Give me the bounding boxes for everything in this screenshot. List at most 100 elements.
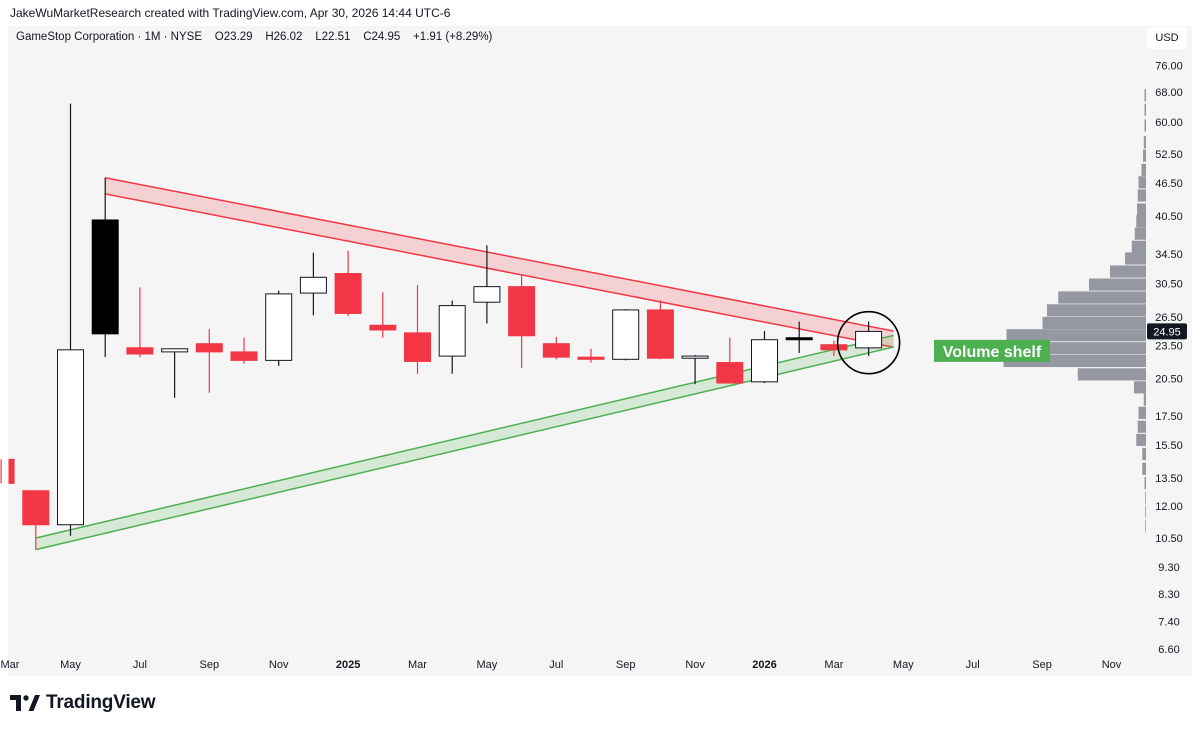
price-tick-label: 8.30 — [1158, 589, 1179, 601]
price-axis: 76.00 68.00 60.00 52.50 46.50 40.50 34.50 30.50… — [1147, 61, 1187, 656]
volume-profile-bar-23 — [1143, 393, 1146, 406]
volume-profile-bar-18 — [1006, 329, 1146, 342]
support-line-inner — [35, 334, 894, 539]
tradingview-logo[interactable]: TradingView — [10, 692, 156, 714]
price-tick-label: 23.50 — [1155, 341, 1183, 353]
price-tick-label: 76.00 — [1155, 61, 1183, 73]
candle-2026-03 — [820, 340, 848, 357]
time-tick-label: Sep — [200, 659, 220, 671]
volume-profile-bar-28 — [1142, 462, 1146, 475]
time-tick-label: Nov — [269, 659, 289, 671]
candle-2025-06 — [508, 274, 536, 369]
resistance-line-outer — [105, 177, 894, 332]
candle-2025-07 — [542, 336, 570, 360]
resistance-channel-fill — [105, 177, 894, 348]
candle-body-2026-04 — [855, 330, 883, 349]
candle-2024-08 — [161, 348, 189, 398]
candle-body-2025-12 — [716, 362, 744, 384]
resistance-line-inner — [105, 193, 894, 348]
volume-profile-bar-29 — [1144, 476, 1146, 489]
candle-2024-10 — [230, 337, 258, 364]
legend-change: +1.91 (+8.29%) — [413, 31, 493, 43]
volume-profile-bar-26 — [1136, 433, 1146, 447]
volume-profile-bar-21 — [1077, 368, 1146, 381]
candle-2025-05 — [473, 245, 501, 324]
volume-profile-bar-5 — [1141, 163, 1146, 176]
volume-profile-bar-2 — [1144, 119, 1146, 132]
candle-body-2024-05 — [57, 349, 84, 526]
candle-2026-01 — [751, 330, 778, 384]
time-tick-label: Sep — [616, 659, 636, 671]
legend-symbol[interactable]: GameStop Corporation · 1M · NYSE — [16, 31, 202, 43]
candle-2025-04 — [438, 300, 466, 374]
candle-2024-11 — [265, 290, 293, 366]
volume-profile-bar-15 — [1058, 291, 1146, 304]
volume-profile-bar-6 — [1138, 176, 1146, 189]
candle-body-2026-03 — [820, 344, 848, 351]
price-tick-label: 40.50 — [1155, 211, 1183, 223]
price-tick-label: 34.50 — [1155, 249, 1183, 261]
time-tick-label: May — [60, 659, 81, 671]
candle-body-2024-10 — [230, 351, 258, 361]
candle-2025-11 — [681, 355, 709, 385]
volume-profile-bar-12 — [1125, 252, 1146, 265]
volume-profile-bar-22 — [1134, 381, 1146, 394]
chart-credit: JakeWuMarketResearch created with Tradin… — [10, 6, 451, 20]
price-tick-label: 60.00 — [1155, 117, 1183, 129]
symbol-legend: GameStop Corporation · 1M · NYSE O23.29 … — [16, 31, 492, 43]
volume-profile-bar-8 — [1137, 203, 1146, 216]
time-axis: Mar May Jul Sep Nov 2025 Mar May Jul Sep Nov 2026 Ma… — [1, 659, 1122, 671]
time-tick-label: Nov — [1102, 659, 1122, 671]
time-tick-label: Nov — [685, 659, 705, 671]
volume-profile-bar-3 — [1143, 136, 1146, 149]
time-tick-label: Jul — [549, 659, 563, 671]
candle-body-2025-02 — [369, 324, 397, 331]
candle-2025-09 — [612, 309, 640, 361]
price-tick-label: 30.50 — [1155, 278, 1183, 290]
support-line-outer — [35, 346, 894, 551]
price-tick-label: 12.00 — [1155, 501, 1183, 513]
legend-close: C24.95 — [363, 31, 401, 43]
candle-body-2026-02 — [785, 337, 813, 341]
price-tick-label: 9.30 — [1158, 562, 1179, 574]
currency-button[interactable]: USD — [1147, 27, 1187, 49]
time-tick-label: Sep — [1032, 659, 1052, 671]
candle-body-2025-09 — [612, 309, 640, 360]
support-channel-fill — [35, 335, 894, 550]
last-price-badge — [1147, 323, 1187, 340]
volume-profile-bar-25 — [1137, 420, 1146, 433]
volume-profile-bar-0 — [1144, 89, 1146, 102]
candle-2026-04 — [855, 321, 883, 356]
price-tick-label: 15.50 — [1155, 440, 1183, 452]
candle-body-2024-06 — [91, 219, 119, 335]
volume-profile-bar-30 — [1145, 491, 1146, 504]
candle-body-2025-08 — [577, 356, 605, 360]
candle-2024-06 — [91, 177, 119, 358]
volume-profile-bar-14 — [1089, 278, 1146, 291]
price-tick-label: 46.50 — [1155, 178, 1183, 190]
volume-profile-bar-13 — [1110, 265, 1146, 278]
trendlines — [35, 177, 894, 551]
time-tick-label: May — [477, 659, 498, 671]
candle-body-2026-01 — [751, 339, 778, 383]
candle-2025-02 — [369, 292, 397, 338]
volume-profile-bar-17 — [1042, 316, 1146, 330]
highlight-circle — [836, 310, 901, 375]
time-tick-label: Mar — [824, 659, 843, 671]
candle-body-2025-07 — [542, 343, 570, 358]
tradingview-wordmark: TradingView — [46, 692, 156, 713]
candles — [0, 103, 883, 550]
candle-body-2024-12 — [299, 276, 327, 294]
price-tick-label: 10.50 — [1155, 533, 1183, 545]
volume-profile-bar-32 — [1145, 520, 1146, 533]
volume-profile-bar-7 — [1137, 189, 1146, 202]
time-tick-label: Mar — [408, 659, 427, 671]
volume-profile — [985, 89, 1146, 533]
candle-body-2025-03 — [404, 332, 431, 362]
legend-open: O23.29 — [214, 31, 253, 43]
candle-body-2025-05 — [473, 286, 501, 303]
candle-body-2024-07 — [126, 347, 154, 355]
price-tick-label: 68.00 — [1155, 87, 1183, 99]
volume-profile-bar-11 — [1131, 240, 1146, 253]
